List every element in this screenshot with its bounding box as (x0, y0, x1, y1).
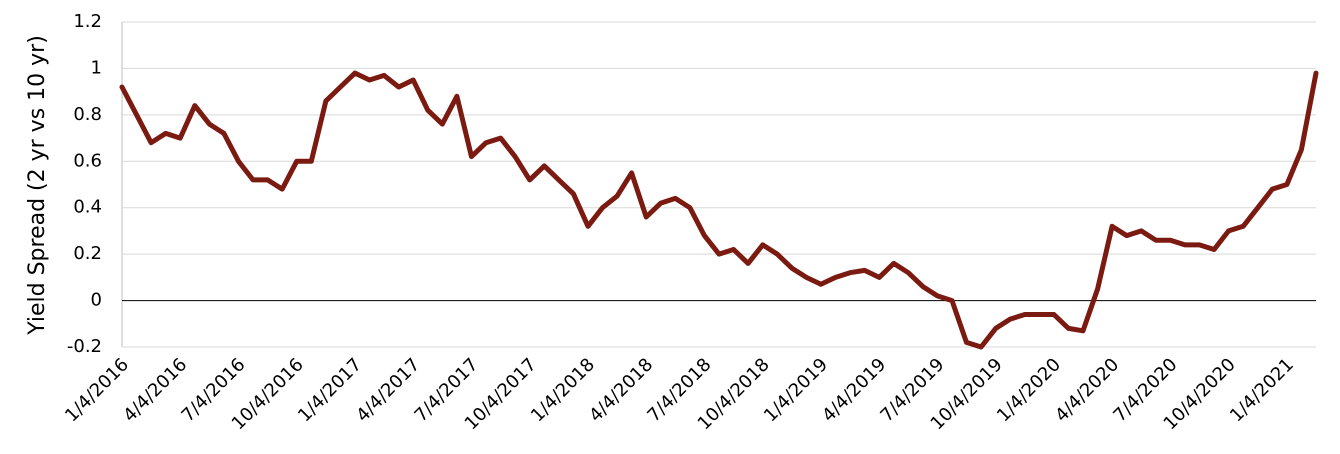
y-tick-label: 1 (91, 57, 102, 78)
y-tick-label: 1.2 (73, 11, 102, 32)
y-tick-label: 0.8 (73, 104, 102, 125)
y-tick-label: 0.2 (73, 243, 102, 264)
y-tick-label: 0.6 (73, 150, 102, 171)
y-tick-label: 0 (91, 290, 102, 311)
y-axis-title: Yield Spread (2 yr vs 10 yr) (25, 35, 50, 336)
line-series (119, 70, 1319, 350)
y-tick-label: 0.4 (73, 197, 102, 218)
x-tick-label: 1/4/2021 (1226, 354, 1298, 426)
y-tick-label: -0.2 (67, 336, 102, 357)
